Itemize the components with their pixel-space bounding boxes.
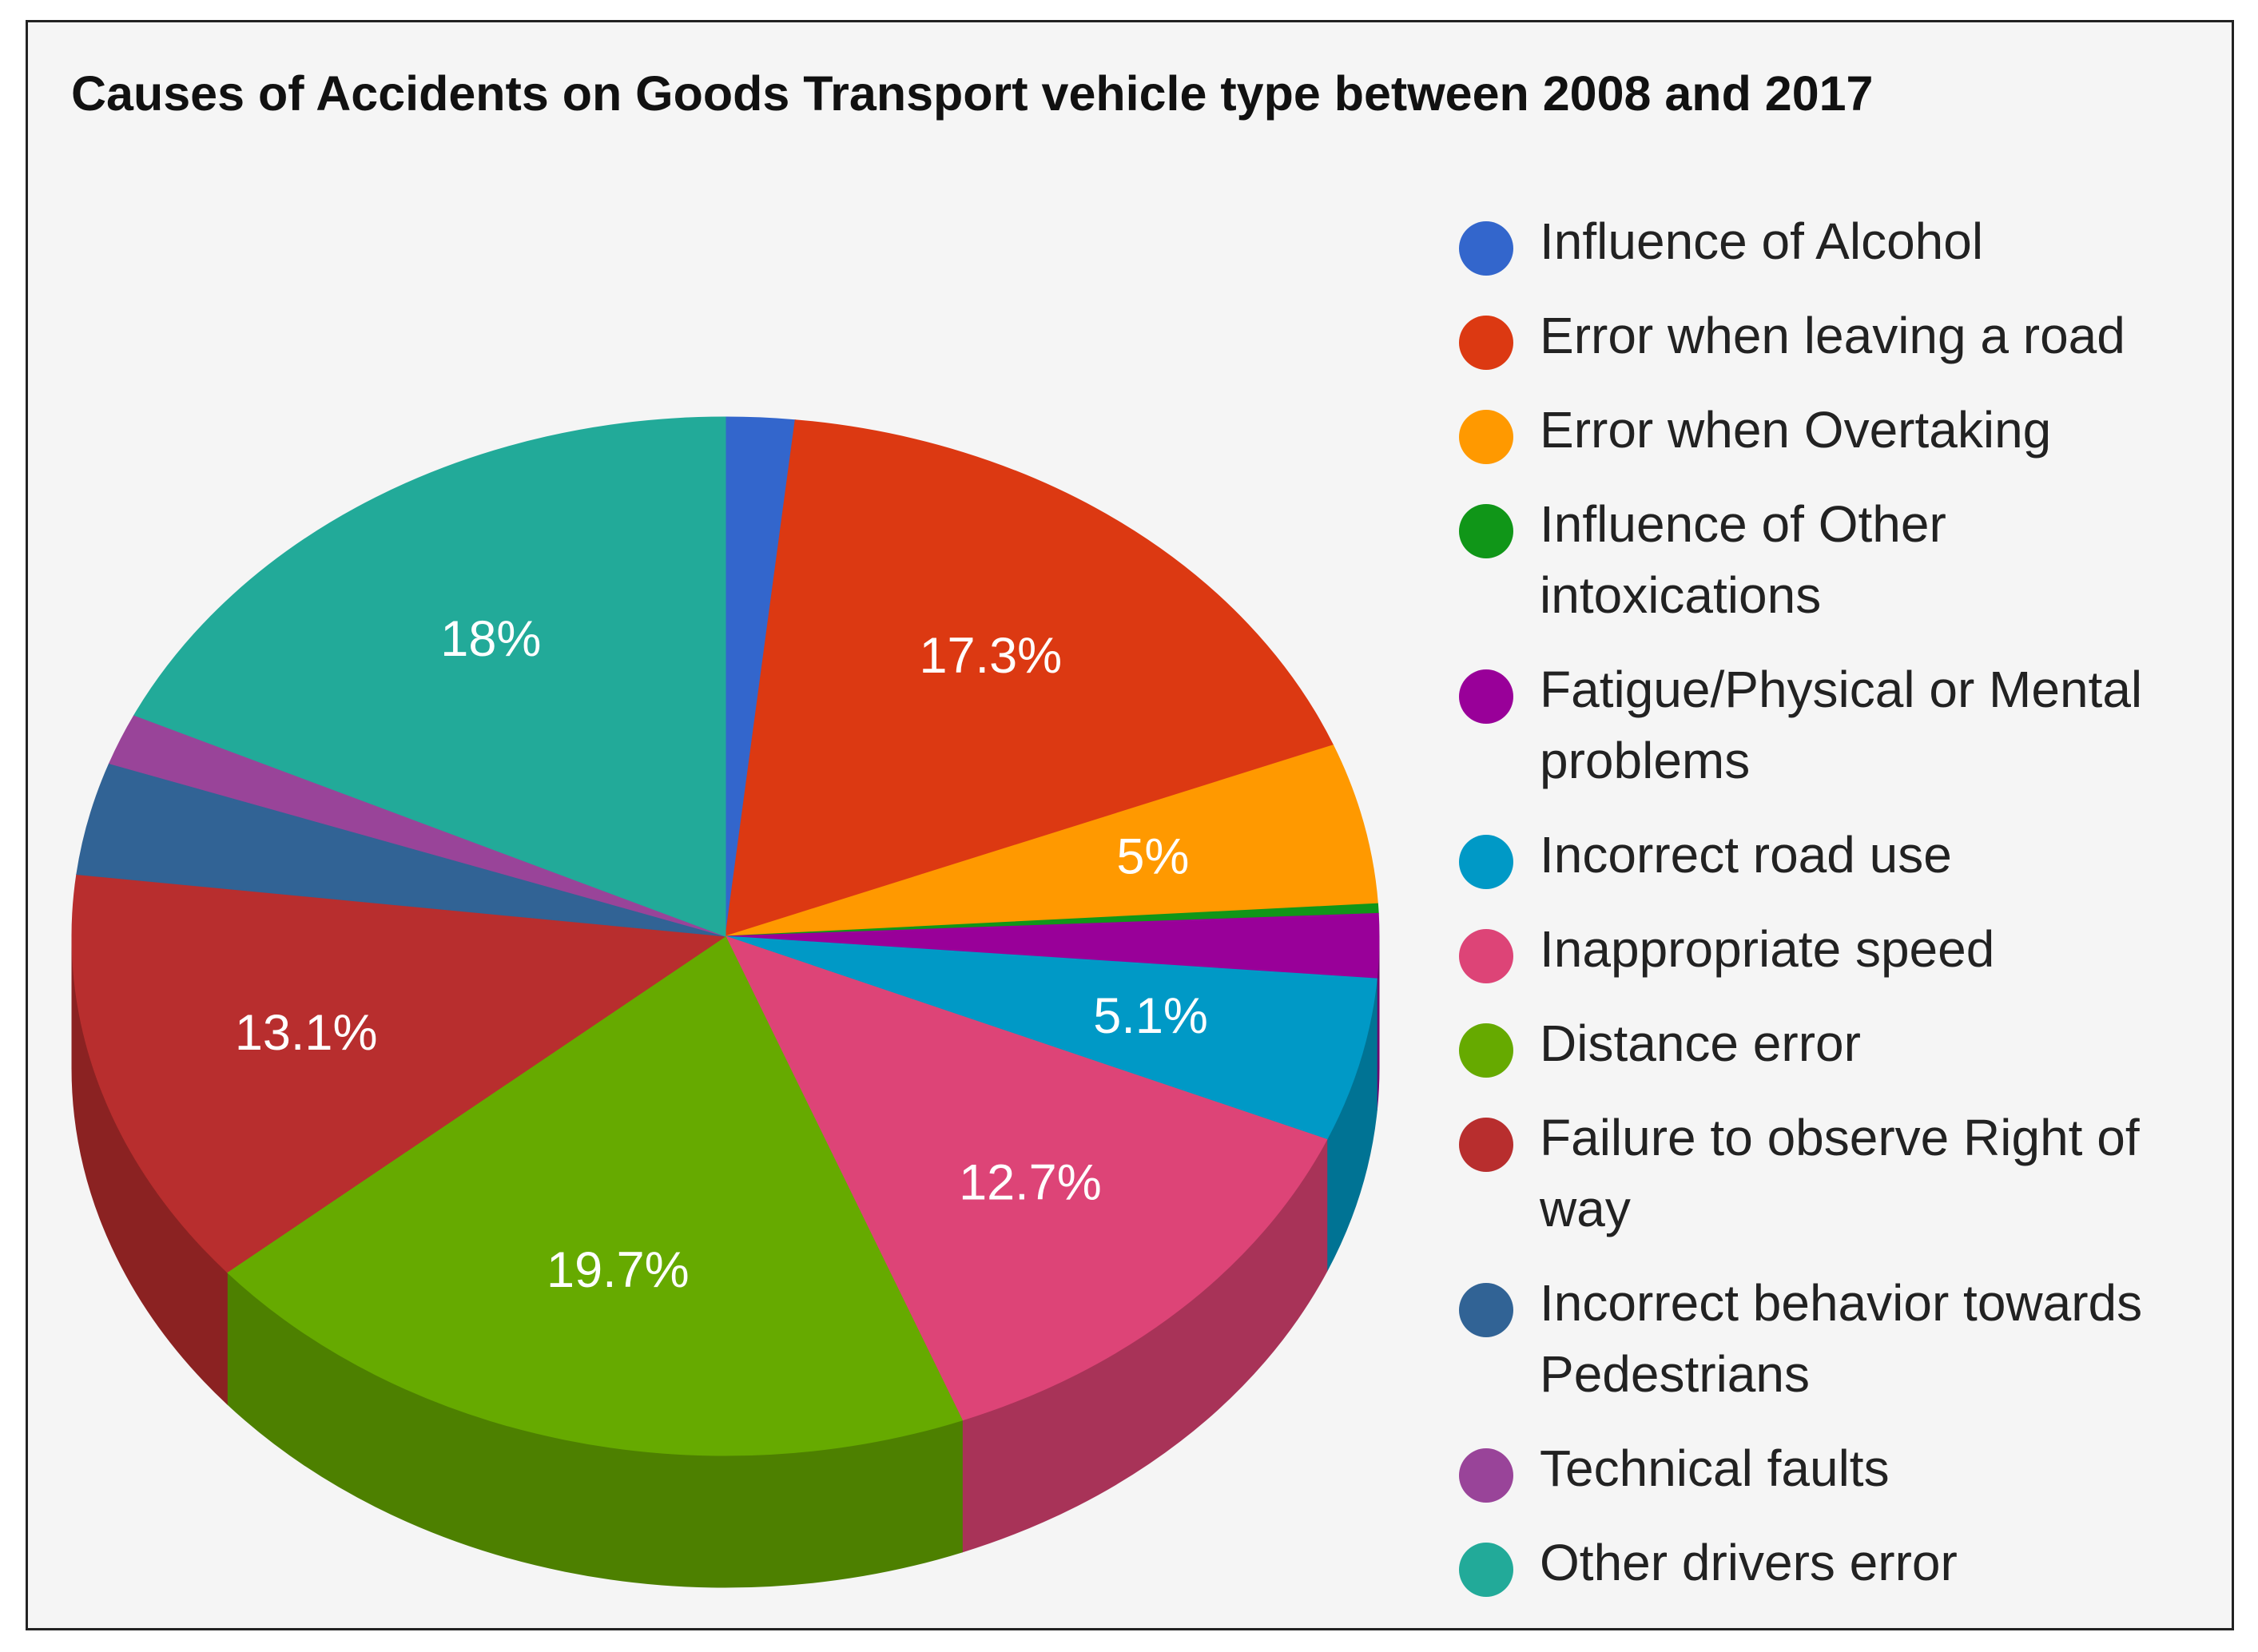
legend-swatch — [1459, 929, 1513, 983]
legend-swatch — [1459, 1118, 1513, 1172]
legend-label: Inappropriate speed — [1540, 920, 1995, 978]
legend-label: Failure to observe Right of — [1540, 1109, 2140, 1166]
pie-slice-error-when-overtaking[interactable] — [725, 745, 1378, 937]
chart-title: Causes of Accidents on Goods Transport v… — [71, 66, 1874, 121]
pie-label-distance-error: 19.7% — [547, 1242, 690, 1298]
legend-swatch — [1459, 504, 1513, 558]
pie-label-failure-to-observe-right-of-way: 13.1% — [235, 1005, 378, 1061]
pie-slice-incorrect-road-use[interactable] — [725, 935, 1377, 1140]
legend-item-error-when-leaving-a-road[interactable]: Error when leaving a road — [1458, 300, 2225, 371]
legend-label: intoxications — [1540, 566, 1822, 624]
pie-slice-other-drivers-error[interactable] — [133, 416, 726, 937]
legend-item-technical-faults[interactable]: Technical faults — [1458, 1433, 2225, 1504]
pie-slice-failure-to-observe-right-of-way[interactable] — [71, 874, 727, 1273]
legend-item-fatigue-physical-or-mental-problems[interactable]: Fatigue/Physical or Mental problems — [1458, 654, 2225, 796]
legend-swatch — [1459, 316, 1513, 370]
pie-slice-error-when-leaving-a-road[interactable] — [725, 419, 1334, 937]
legend-label: Fatigue/Physical or Mental — [1540, 661, 2143, 718]
pie-chart: 17.3% 5% 5.1% 12.7% 19.7% 13.1% 18% — [71, 416, 1380, 1588]
legend-swatch — [1459, 835, 1513, 889]
legend-item-incorrect-road-use[interactable]: Incorrect road use — [1458, 820, 2225, 891]
legend-label: Incorrect road use — [1540, 826, 1952, 884]
legend-item-other-drivers-error[interactable]: Other drivers error — [1458, 1527, 2225, 1598]
legend-swatch — [1459, 669, 1513, 724]
legend-item-influence-of-alcohol[interactable]: Influence of Alcohol — [1458, 206, 2225, 277]
legend-label: way — [1540, 1180, 1631, 1237]
legend-label: Influence of Other — [1540, 495, 1946, 553]
legend-item-distance-error[interactable]: Distance error — [1458, 1008, 2225, 1079]
legend-item-incorrect-behavior-towards-pedestrians[interactable]: Incorrect behavior towards Pedestrians — [1458, 1268, 2225, 1410]
pie-slice-inappropriate-speed[interactable] — [725, 935, 1328, 1421]
pie-slice-distance-error[interactable] — [226, 935, 964, 1456]
legend-label: Pedestrians — [1540, 1345, 1810, 1403]
legend-label: Technical faults — [1540, 1440, 1890, 1497]
legend-label: Incorrect behavior towards — [1540, 1274, 2143, 1332]
legend-label: Error when Overtaking — [1540, 401, 2052, 459]
legend-item-influence-of-other-intoxications[interactable]: Influence of Other intoxications — [1458, 489, 2225, 631]
legend-item-inappropriate-speed[interactable]: Inappropriate speed — [1458, 914, 2225, 985]
pie-label-error-when-overtaking: 5% — [1116, 829, 1189, 885]
legend-swatch — [1459, 221, 1513, 276]
legend-swatch — [1459, 1023, 1513, 1078]
legend-swatch — [1459, 1543, 1513, 1597]
legend-label: Influence of Alcohol — [1540, 212, 1984, 270]
legend-swatch — [1459, 410, 1513, 464]
pie-label-inappropriate-speed: 12.7% — [959, 1154, 1102, 1210]
legend-label: Distance error — [1540, 1015, 1861, 1072]
legend: Influence of Alcohol Error when leaving a… — [1458, 206, 2225, 1622]
legend-label: Error when leaving a road — [1540, 307, 2125, 364]
legend-label: problems — [1540, 732, 1751, 789]
pie-label-error-when-leaving-a-road: 17.3% — [919, 628, 1062, 684]
legend-swatch — [1459, 1448, 1513, 1503]
legend-swatch — [1459, 1283, 1513, 1337]
legend-label: Other drivers error — [1540, 1534, 1958, 1591]
pie-label-other-drivers-error: 18% — [440, 611, 541, 667]
legend-item-failure-to-observe-right-of-way[interactable]: Failure to observe Right of way — [1458, 1102, 2225, 1245]
legend-item-error-when-overtaking[interactable]: Error when Overtaking — [1458, 395, 2225, 466]
pie-label-incorrect-road-use: 5.1% — [1093, 988, 1208, 1044]
chart-frame: Causes of Accidents on Goods Transport v… — [26, 20, 2234, 1630]
